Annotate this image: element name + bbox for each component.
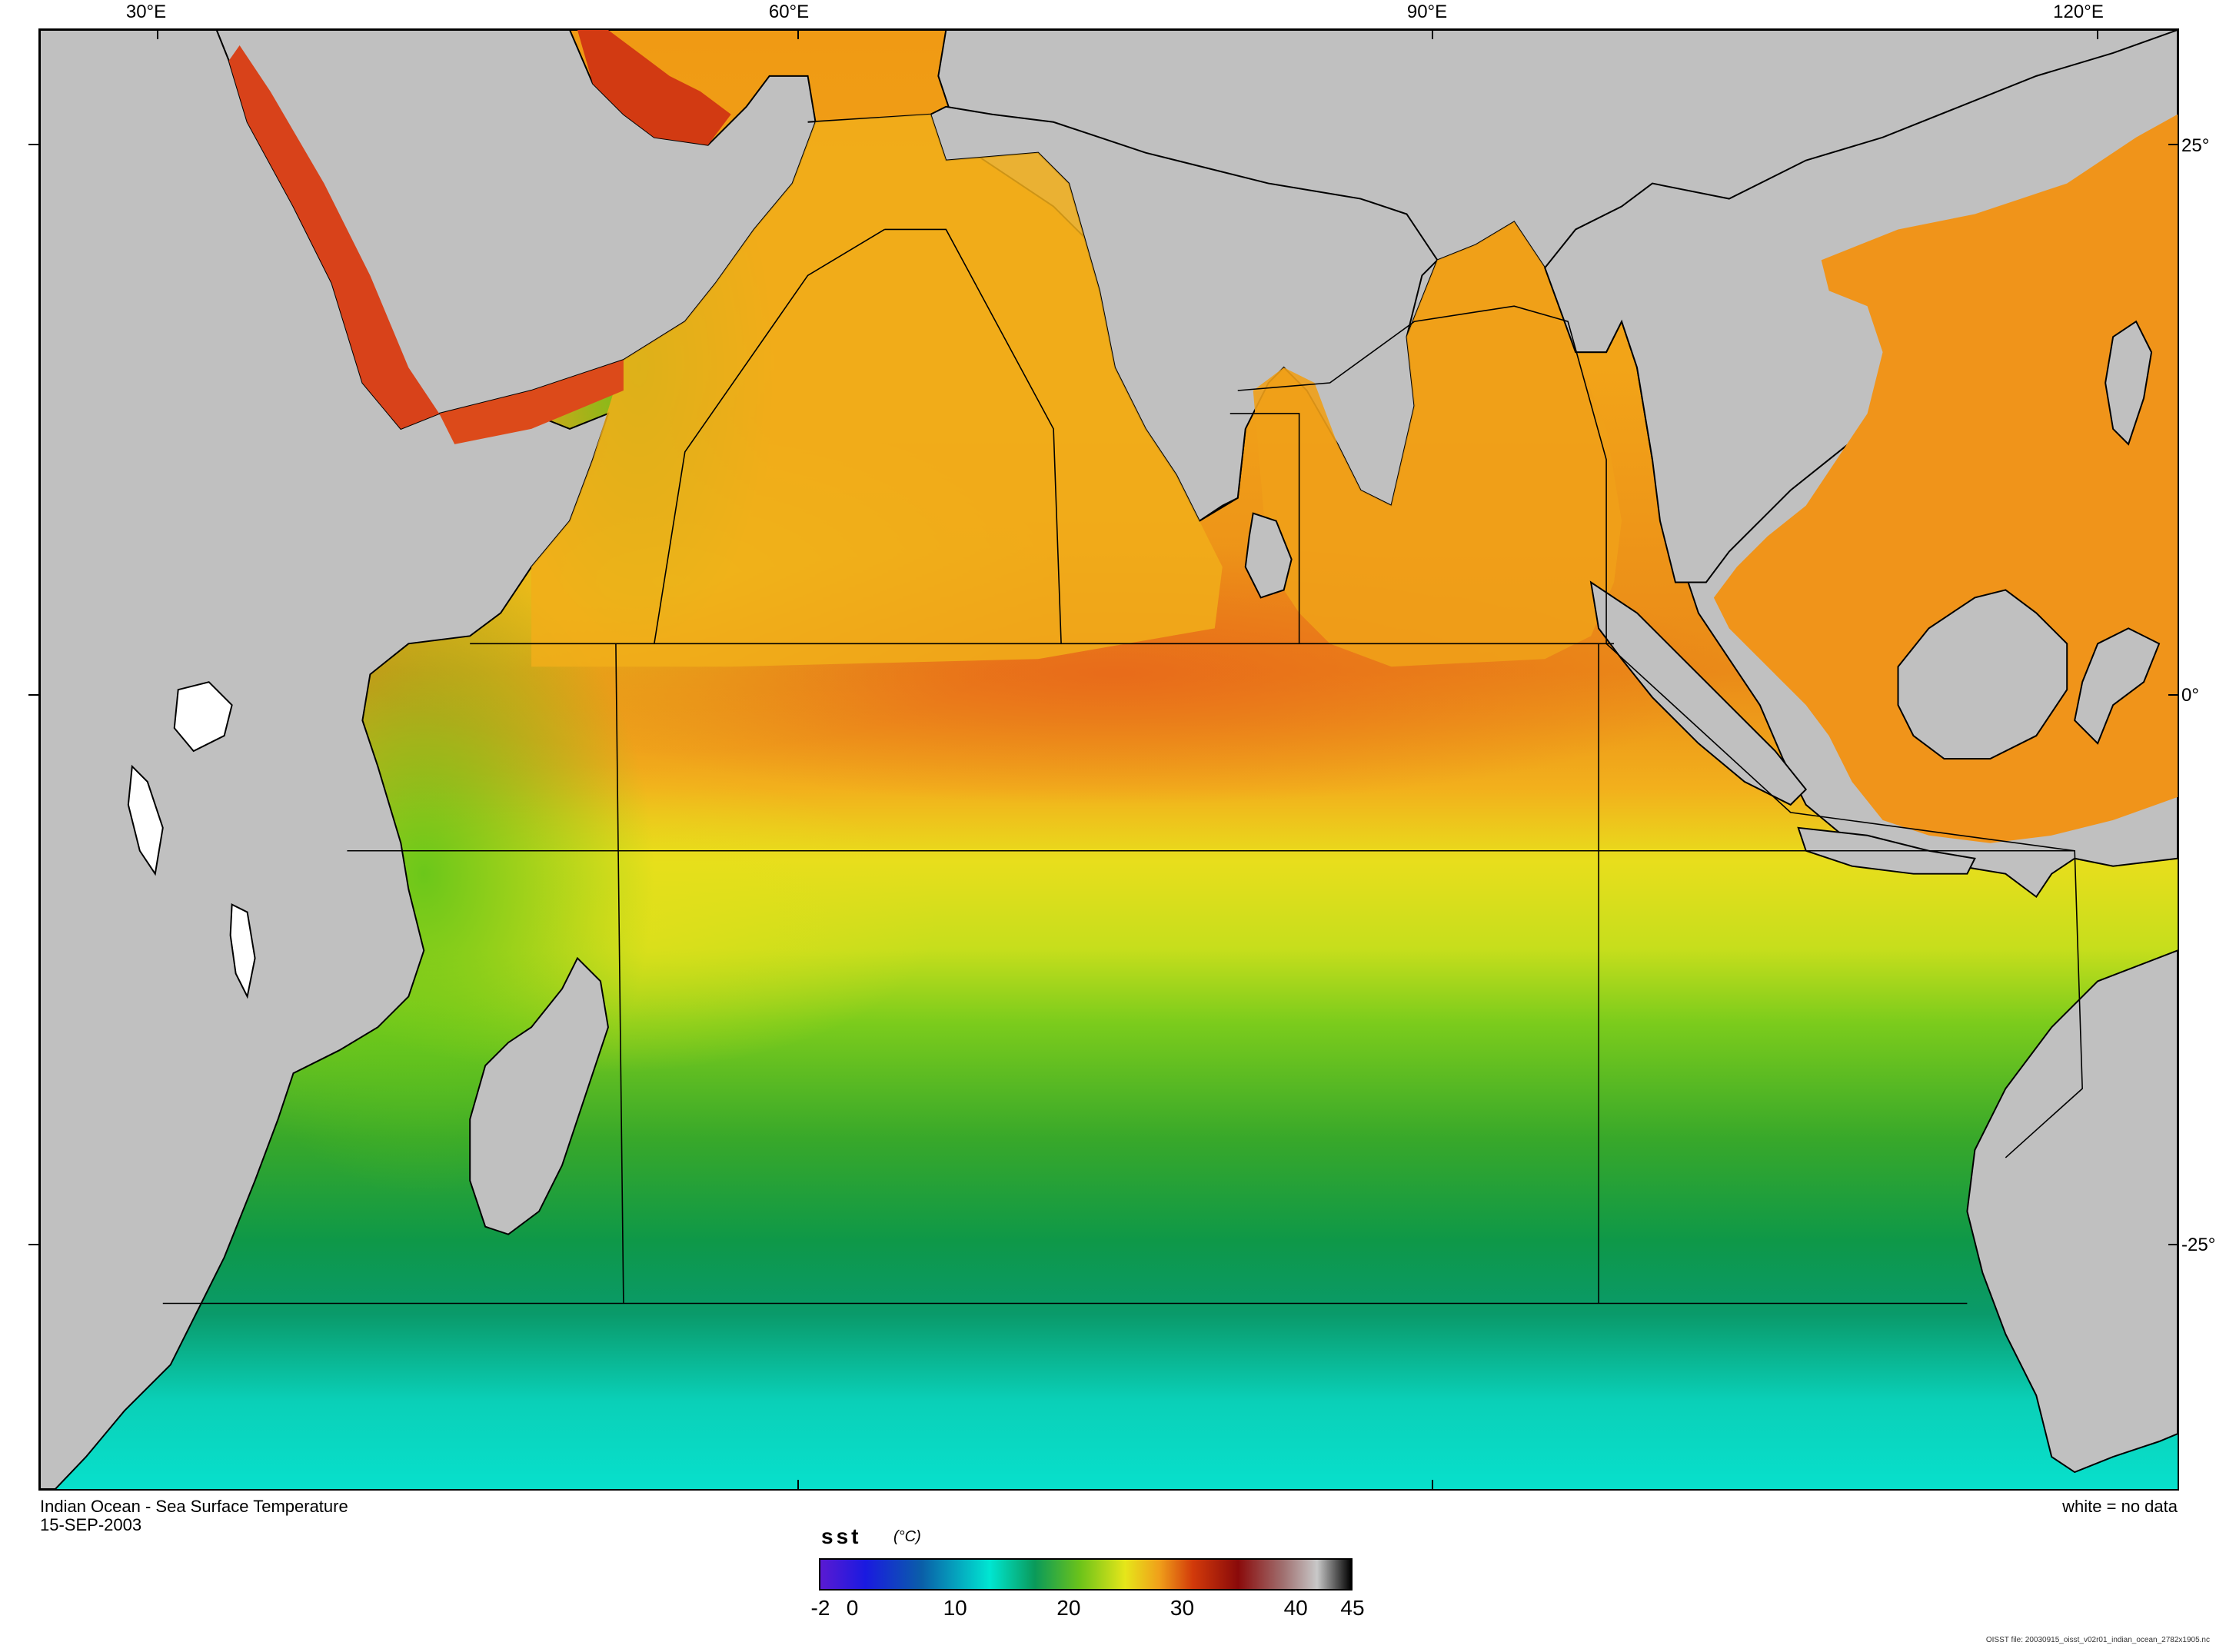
land-sri-lanka [1244,512,1293,599]
sst-map-canvas [40,30,2178,1489]
map-title: Indian Ocean - Sea Surface Temperature [40,1497,348,1516]
lat-tick [2168,144,2179,145]
no-data-patch [173,681,233,753]
lat-tick [28,1244,39,1245]
lat-tick [2168,1244,2179,1245]
land-philippines [2105,320,2153,446]
no-data-patch [127,764,164,876]
lat-tick [28,144,39,145]
map-date: 15-SEP-2003 [40,1515,142,1534]
lon-tick [797,1480,799,1491]
region-boundaries [162,228,2083,1305]
ocean-bay-of-bengal [1253,221,1622,667]
colorbar-unit: (°C) [893,1528,921,1545]
ocean-gulf-of-aden [439,360,624,444]
land-borneo [1897,589,2068,760]
land-sulawesi [2074,627,2161,745]
lat-tick [28,694,39,696]
lon-tick [797,28,799,39]
lon-label-90e: 90°E [1406,2,1448,22]
land-africa-east-coast [40,30,610,1489]
lat-label-25s: -25° [2181,1235,2216,1255]
no-data-patch [229,903,256,999]
colorbar-tick-label: 0 [846,1596,859,1620]
ocean-red-sea [228,45,440,429]
colorbar [819,1558,1353,1591]
no-data-note: white = no data [2062,1497,2178,1516]
lat-tick [2168,694,2179,696]
colorbar-tick-label: 10 [943,1596,967,1620]
colorbar-tick-label: 20 [1056,1596,1081,1620]
lat-label-0: 0° [2181,685,2199,706]
colorbar-tick-label: 30 [1170,1596,1195,1620]
land-sumatra [1589,580,1808,806]
lat-label-25n: 25° [2181,135,2210,156]
lon-label-60e: 60°E [768,2,810,22]
land-australia [1966,949,2178,1474]
lon-label-120e: 120°E [2053,2,2104,22]
lon-tick [2097,28,2098,39]
lon-label-30e: 30°E [125,2,167,22]
lon-tick [1432,28,1433,39]
lon-tick [157,28,158,39]
colorbar-tick-label: -2 [810,1596,830,1620]
land-madagascar [469,956,609,1235]
colorbar-tick-label: 40 [1283,1596,1308,1620]
lon-tick [1432,1480,1433,1491]
sst-map [38,28,2179,1491]
file-note: OISST file: 20030915_oisst_v02r01_indian… [1985,1636,2210,1644]
ocean-arabian-sea [531,114,1223,667]
colorbar-tick-label: 45 [1340,1596,1365,1620]
ocean-persian-gulf [577,30,731,145]
colorbar-variable: sst [821,1524,862,1548]
